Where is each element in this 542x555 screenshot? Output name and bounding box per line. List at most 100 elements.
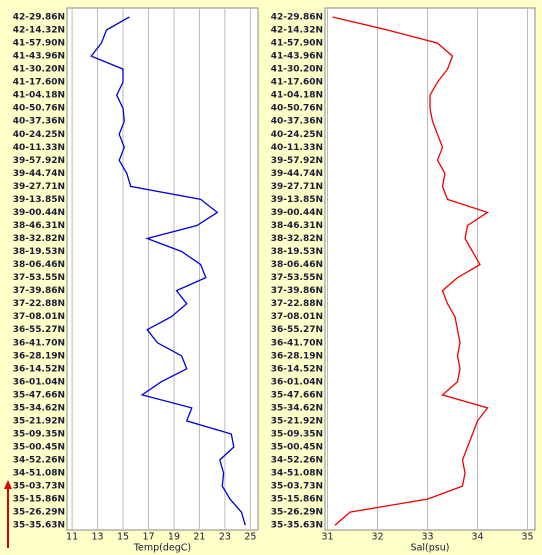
y-tick-label: 37-39.86N: [271, 286, 323, 296]
y-tick-label: 41-30.20N: [271, 65, 323, 75]
y-tick-label: 36-41.70N: [13, 338, 65, 348]
y-tick-label: 38-06.46N: [13, 260, 65, 270]
y-tick-label: 37-22.88N: [271, 299, 323, 309]
y-tick-label: 37-22.88N: [13, 299, 65, 309]
y-tick-label: 39-27.71N: [271, 182, 323, 192]
y-tick-label: 38-46.31N: [13, 221, 65, 231]
y-tick-label: 40-11.33N: [13, 143, 65, 153]
y-tick-label: 41-04.18N: [271, 91, 323, 101]
y-tick-label: 41-17.60N: [13, 78, 65, 88]
data-line: [90, 16, 246, 526]
y-tick-label: 34-51.08N: [271, 469, 323, 479]
y-tick-label: 40-50.76N: [13, 104, 65, 114]
y-tick-label: 36-14.52N: [13, 364, 65, 374]
y-tick-label: 41-57.90N: [13, 39, 65, 49]
x-tick-label: 34: [471, 532, 483, 543]
y-tick-label: 35-21.92N: [13, 416, 65, 426]
x-tick-label: 19: [168, 532, 180, 543]
y-tick-label: 36-28.19N: [13, 351, 65, 361]
y-tick-label: 36-55.27N: [271, 325, 323, 335]
y-tick-label: 34-52.26N: [13, 456, 65, 466]
y-tick-label: 39-57.92N: [271, 156, 323, 166]
y-tick-label: 36-01.04N: [271, 377, 323, 387]
y-tick-label: 38-19.53N: [13, 247, 65, 257]
y-tick-label: 35-26.29N: [13, 508, 65, 518]
y-tick-label: 38-19.53N: [271, 247, 323, 257]
y-tick-label: 39-00.44N: [271, 208, 323, 218]
y-tick-label: 35-09.35N: [271, 429, 323, 439]
x-tick-label: 21: [193, 532, 205, 543]
x-tick-label: 15: [117, 532, 129, 543]
y-tick-label: 36-41.70N: [271, 338, 323, 348]
y-tick-label: 37-39.86N: [13, 286, 65, 296]
y-tick-label: 35-26.29N: [271, 508, 323, 518]
y-tick-label: 40-37.36N: [13, 117, 65, 127]
y-tick-label: 35-09.35N: [13, 429, 65, 439]
x-tick-label: 23: [219, 532, 231, 543]
y-tick-label: 39-13.85N: [271, 195, 323, 205]
y-tick-label: 35-00.45N: [13, 442, 65, 452]
y-tick-label: 35-15.86N: [271, 495, 323, 505]
y-tick-label: 35-47.66N: [271, 390, 323, 400]
y-tick-label: 40-11.33N: [271, 143, 323, 153]
y-tick-label: 41-57.90N: [271, 39, 323, 49]
y-tick-label: 40-24.25N: [13, 130, 65, 140]
y-tick-label: 36-14.52N: [271, 364, 323, 374]
y-tick-label: 39-44.74N: [13, 169, 65, 179]
y-tick-label: 40-37.36N: [271, 117, 323, 127]
y-tick-label: 36-55.27N: [13, 325, 65, 335]
y-tick-label: 35-00.45N: [271, 442, 323, 452]
x-tick-label: 35: [521, 532, 533, 543]
y-tick-label: 35-03.73N: [13, 482, 65, 492]
y-tick-label: 42-14.32N: [271, 26, 323, 36]
y-tick-label: 39-00.44N: [13, 208, 65, 218]
y-tick-label: 41-43.96N: [271, 52, 323, 62]
y-tick-label: 36-01.04N: [13, 377, 65, 387]
y-tick-label: 37-08.01N: [13, 312, 65, 322]
y-tick-label: 38-32.82N: [271, 234, 323, 244]
y-tick-label: 41-17.60N: [271, 78, 323, 88]
x-tick-label: 25: [244, 532, 256, 543]
x-tick-label: 31: [321, 532, 333, 543]
y-tick-label: 37-53.55N: [13, 273, 65, 283]
y-tick-label: 39-27.71N: [13, 182, 65, 192]
y-tick-label: 35-47.66N: [13, 390, 65, 400]
y-tick-label: 38-32.82N: [13, 234, 65, 244]
y-tick-label: 35-15.86N: [13, 495, 65, 505]
x-axis-label: Sal(psu): [411, 543, 450, 554]
y-tick-label: 34-51.08N: [13, 469, 65, 479]
y-tick-label: 37-08.01N: [271, 312, 323, 322]
x-axis-label: Temp(degC): [133, 543, 191, 554]
y-tick-label: 36-28.19N: [271, 351, 323, 361]
y-tick-label: 41-30.20N: [13, 65, 65, 75]
y-tick-label: 38-06.46N: [271, 260, 323, 270]
y-tick-label: 39-44.74N: [271, 169, 323, 179]
y-tick-label: 42-14.32N: [13, 26, 65, 36]
data-line: [332, 16, 489, 526]
y-tick-label: 37-53.55N: [271, 273, 323, 283]
y-tick-label: 42-29.86N: [13, 13, 65, 23]
x-tick-label: 11: [66, 532, 78, 543]
y-tick-label: 40-24.25N: [271, 130, 323, 140]
y-tick-label: 35-34.62N: [13, 403, 65, 413]
x-tick-label: 33: [421, 532, 433, 543]
y-tick-label: 34-52.26N: [271, 456, 323, 466]
y-tick-label: 35-21.92N: [271, 416, 323, 426]
y-tick-label: 38-46.31N: [271, 221, 323, 231]
y-tick-label: 35-03.73N: [271, 482, 323, 492]
y-tick-label: 41-04.18N: [13, 91, 65, 101]
x-tick-label: 13: [92, 532, 104, 543]
y-tick-label: 35-35.63N: [13, 521, 65, 531]
x-tick-label: 32: [371, 532, 383, 543]
y-tick-label: 42-29.86N: [271, 13, 323, 23]
plot-area: [324, 7, 536, 531]
y-tick-label: 39-13.85N: [13, 195, 65, 205]
y-tick-label: 35-35.63N: [271, 521, 323, 531]
y-tick-label: 40-50.76N: [271, 104, 323, 114]
x-tick-label: 17: [142, 532, 154, 543]
arrow-head: [4, 480, 12, 489]
plot-area: [66, 7, 259, 531]
y-tick-label: 39-57.92N: [13, 156, 65, 166]
